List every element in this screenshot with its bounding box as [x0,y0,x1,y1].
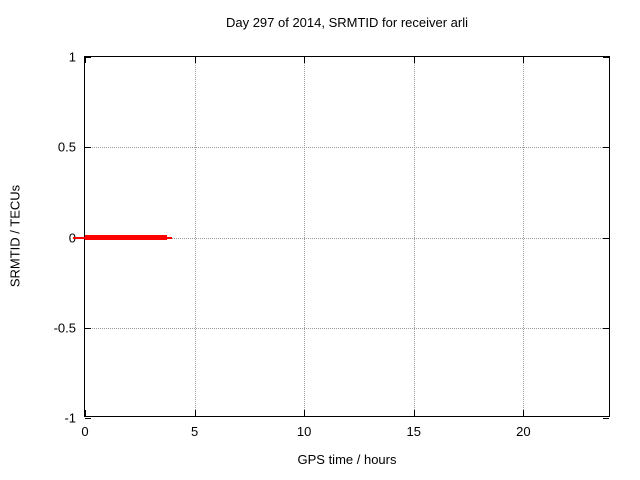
x-tick-bottom [304,410,306,416]
y-tick-label: -1 [64,410,76,426]
x-tick-bottom [194,410,196,416]
y-tick-left [85,147,91,149]
y-tick-right [603,418,609,419]
y-tick-label: 1 [68,49,76,65]
y-tick-left [85,57,91,58]
x-axis-label: GPS time / hours [297,452,397,467]
x-tick-bottom [523,410,525,416]
x-tick-label: 15 [406,424,421,439]
y-tick-right [603,327,609,329]
y-tick-left [85,327,91,329]
x-gridline [523,57,525,416]
y-tick-right [603,147,609,149]
x-tick-bottom [413,410,415,416]
x-tick-label: 20 [516,424,531,439]
x-tick-label: 0 [81,424,89,439]
y-tick-label: 0 [69,230,76,245]
y-gridline [85,327,609,329]
x-tick-top [413,57,415,63]
x-gridline [413,57,415,416]
y-gridline [85,147,609,149]
data-series-segment [85,235,167,240]
chart-title: Day 297 of 2014, SRMTID for receiver arl… [225,15,469,30]
x-gridline [304,57,306,416]
y-tick-label: 0.5 [57,139,76,155]
x-gridline [194,57,196,416]
y-tick-right [603,237,609,239]
x-tick-bottom [85,410,86,416]
y-axis-label: SRMTID / TECUs [7,184,23,288]
x-tick-top [85,57,86,63]
x-tick-label: 10 [296,424,312,439]
x-tick-top [194,57,196,63]
y-tick-right [603,57,609,58]
x-tick-top [523,57,525,63]
x-tick-label: 5 [190,424,199,439]
y-tick-left [85,418,91,419]
x-tick-top [304,57,306,63]
plot-area: 0 5 10 15 20 1 0.5 0 -0.5 -1 [54,50,610,439]
y-tick-label: -0.5 [53,320,76,336]
y-gridline [85,237,609,239]
